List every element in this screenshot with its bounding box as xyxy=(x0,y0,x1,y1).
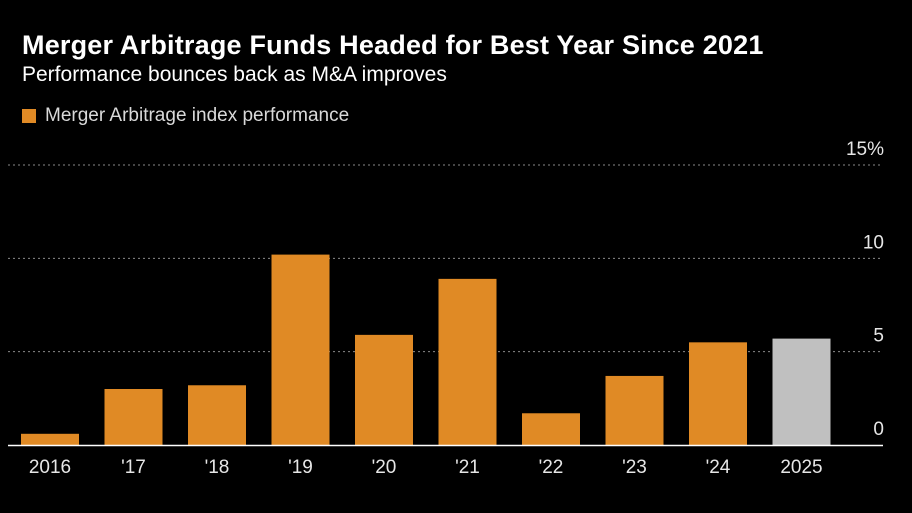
bar xyxy=(522,413,580,445)
gridlines xyxy=(8,164,883,353)
x-tick-label: '18 xyxy=(205,457,230,478)
x-tick-label: '21 xyxy=(455,457,480,478)
x-tick-label: '19 xyxy=(288,457,313,478)
legend-swatch xyxy=(22,109,36,123)
bar xyxy=(355,334,413,445)
y-tick-labels: 15% 10 5 0 xyxy=(846,139,884,440)
bar xyxy=(271,254,330,445)
x-tick-label: '20 xyxy=(372,457,397,478)
x-tick-label: 2025 xyxy=(780,457,822,478)
bar xyxy=(438,278,497,445)
x-tick-label: '24 xyxy=(706,457,731,478)
chart-title: Merger Arbitrage Funds Headed for Best Y… xyxy=(22,30,764,60)
x-tick-label: 2016 xyxy=(29,457,71,478)
bars xyxy=(21,254,831,445)
y-tick-label: 15% xyxy=(846,139,884,160)
x-tick-label: '22 xyxy=(539,457,564,478)
bar xyxy=(689,342,747,445)
bar xyxy=(605,375,664,445)
y-tick-label: 10 xyxy=(863,232,884,253)
x-tick-labels: 2016 '17 '18 '19 '20 '21 '22 '23 '24 2025 xyxy=(29,457,823,478)
legend: Merger Arbitrage index performance xyxy=(22,105,349,127)
bar xyxy=(104,389,163,445)
bar xyxy=(772,338,831,445)
chart-subtitle: Performance bounces back as M&A improves xyxy=(22,63,447,86)
y-tick-label: 5 xyxy=(873,326,884,347)
x-tick-label: '17 xyxy=(121,457,146,478)
x-tick-label: '23 xyxy=(622,457,647,478)
legend-label: Merger Arbitrage index performance xyxy=(45,105,350,126)
y-tick-label: 0 xyxy=(873,419,884,440)
bar xyxy=(21,433,79,445)
bar xyxy=(188,385,246,445)
